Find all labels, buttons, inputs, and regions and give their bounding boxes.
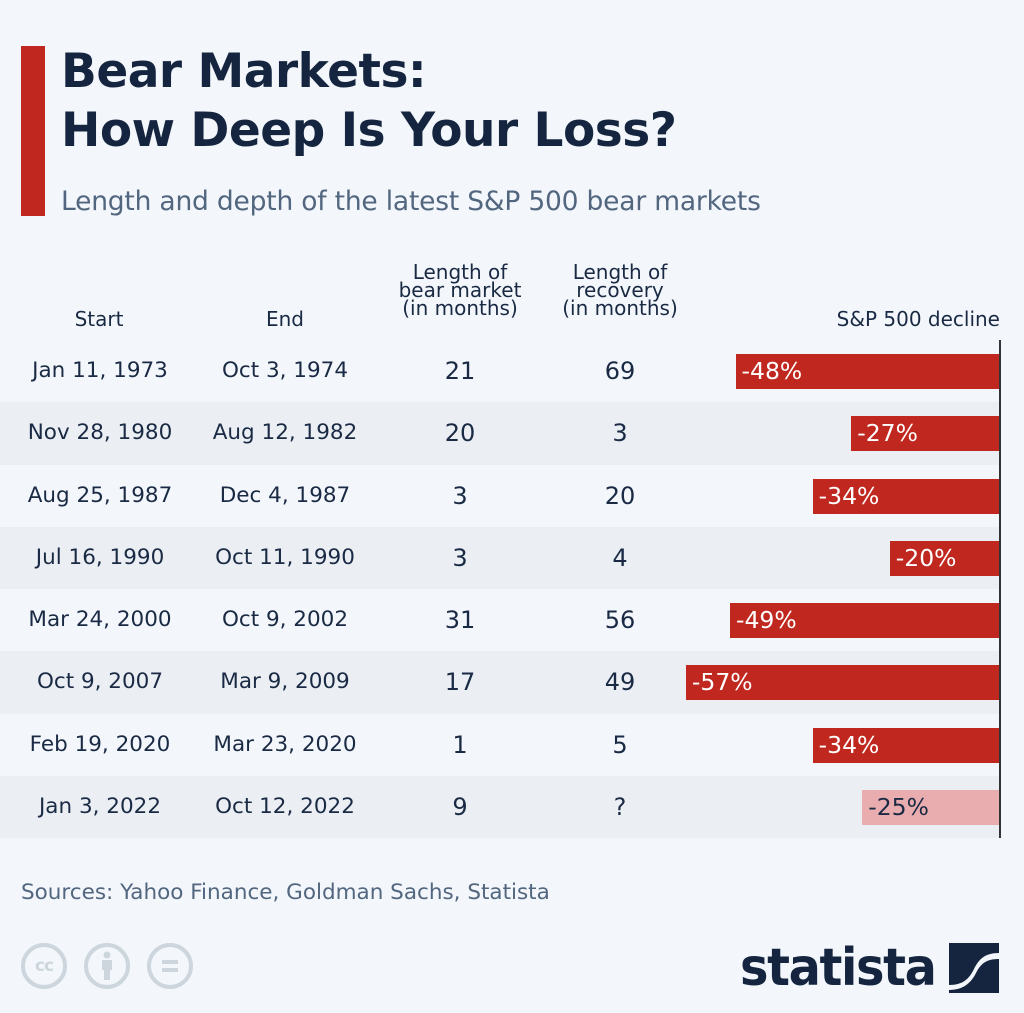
decline-bar: -34%	[812, 727, 1000, 763]
decline-label: -57%	[691, 668, 753, 697]
no-derivatives-icon[interactable]	[147, 943, 193, 989]
length-cell: 1	[452, 730, 468, 759]
attribution-icon[interactable]	[84, 943, 130, 989]
end-cell: Oct 12, 2022	[215, 793, 355, 819]
recovery-cell: ?	[613, 792, 627, 821]
statista-logo-icon[interactable]	[949, 943, 999, 993]
start-cell: Mar 24, 2000	[28, 607, 172, 632]
decline-label: -25%	[868, 792, 929, 821]
title-line-2: How Deep Is Your Loss?	[61, 103, 677, 158]
end-cell: Mar 9, 2009	[220, 669, 350, 695]
decline-label: -49%	[736, 606, 797, 634]
title-line-1: Bear Markets:	[61, 44, 427, 99]
header-recovery: Length of recovery (in months)	[540, 262, 700, 318]
end-cell: Oct 3, 1974	[221, 358, 349, 383]
table-row: Feb 19, 2020 Mar 23, 2020 1 5 -34%	[0, 714, 1000, 776]
length-cell: 3	[452, 543, 468, 572]
recovery-cell: 20	[604, 481, 636, 510]
cc-text: cc	[34, 956, 54, 976]
end-cell: Mar 23, 2020	[213, 731, 357, 757]
decline-bar: -49%	[730, 603, 1000, 638]
start-cell: Oct 9, 2007	[36, 669, 164, 695]
recovery-cell: 69	[604, 357, 636, 385]
decline-label: -48%	[741, 357, 803, 385]
recovery-cell: 56	[604, 606, 636, 634]
end-cell: Oct 9, 2002	[221, 607, 349, 632]
decline-bar: -27%	[851, 416, 1000, 452]
decline-bar: -34%	[812, 478, 1000, 514]
subtitle: Length and depth of the latest S&P 500 b…	[61, 186, 761, 217]
page-title: Bear Markets: How Deep Is Your Loss?	[61, 42, 677, 160]
length-cell: 21	[444, 357, 476, 385]
header-length-line3: (in months)	[402, 296, 518, 320]
header-start: Start	[74, 307, 124, 331]
header-decline: S&P 500 decline	[836, 307, 1000, 331]
header-length: Length of bear market (in months)	[380, 262, 540, 318]
table-row: Mar 24, 2000 Oct 9, 2002 31 56 -49%	[0, 589, 1000, 651]
decline-label: -27%	[857, 419, 918, 448]
decline-label: -34%	[818, 730, 880, 759]
header-length-line1: Length of	[412, 260, 508, 284]
header-length-line2: bear market	[398, 278, 522, 302]
recovery-cell: 5	[612, 730, 628, 759]
equals-glyph	[162, 960, 178, 972]
decline-bar: -48%	[735, 354, 1000, 389]
sources-text: Sources: Yahoo Finance, Goldman Sachs, S…	[21, 880, 550, 905]
table-row: Jan 3, 2022 Oct 12, 2022 9? -25%	[0, 775, 1000, 838]
length-cell: 31	[444, 606, 476, 634]
recovery-cell: 4	[612, 543, 628, 572]
start-cell: Aug 25, 1987	[27, 482, 173, 508]
title-accent-bar	[21, 46, 45, 216]
table-row: Jan 11, 1973 Oct 3, 1974 21 69 -48%	[0, 340, 1000, 402]
length-cell: 9	[452, 792, 468, 821]
length-cell: 20	[444, 419, 476, 448]
start-cell: Jan 11, 1973	[32, 358, 168, 383]
table-row: Aug 25, 1987 Dec 4, 1987 3 20 -34%	[0, 465, 1000, 527]
decline-bar: -25%	[862, 789, 1000, 825]
decline-bar: -57%	[685, 665, 1000, 701]
decline-label: -20%	[895, 543, 957, 572]
decline-bar: -20%	[889, 540, 1000, 576]
length-cell: 17	[444, 668, 476, 697]
start-cell: Feb 19, 2020	[29, 731, 171, 757]
start-cell: Nov 28, 1980	[27, 420, 173, 446]
zero-axis-line	[999, 340, 1001, 838]
end-cell: Dec 4, 1987	[219, 482, 351, 508]
table-row: Nov 28, 1980 Aug 12, 1982 20 3 -27%	[0, 402, 1000, 465]
header-end: End	[265, 307, 304, 331]
start-cell: Jul 16, 1990	[35, 544, 165, 570]
start-cell: Jan 3, 2022	[38, 793, 162, 819]
statista-logo-text[interactable]: statista	[740, 938, 937, 998]
decline-label: -34%	[818, 481, 880, 510]
recovery-cell: 3	[612, 419, 628, 448]
end-cell: Aug 12, 1982	[212, 420, 358, 446]
recovery-cell: 49	[604, 668, 636, 697]
header-recovery-line2: recovery	[576, 278, 664, 302]
header-recovery-line1: Length of	[572, 260, 668, 284]
cc-icon[interactable]: cc	[21, 943, 67, 989]
table-row: Oct 9, 2007 Mar 9, 2009 17 49 -57%	[0, 651, 1000, 714]
length-cell: 3	[452, 481, 468, 510]
person-glyph	[102, 951, 112, 980]
table-row: Jul 16, 1990 Oct 11, 1990 3 4 -20%	[0, 526, 1000, 589]
header-recovery-line3: (in months)	[562, 296, 678, 320]
end-cell: Oct 11, 1990	[215, 544, 355, 570]
